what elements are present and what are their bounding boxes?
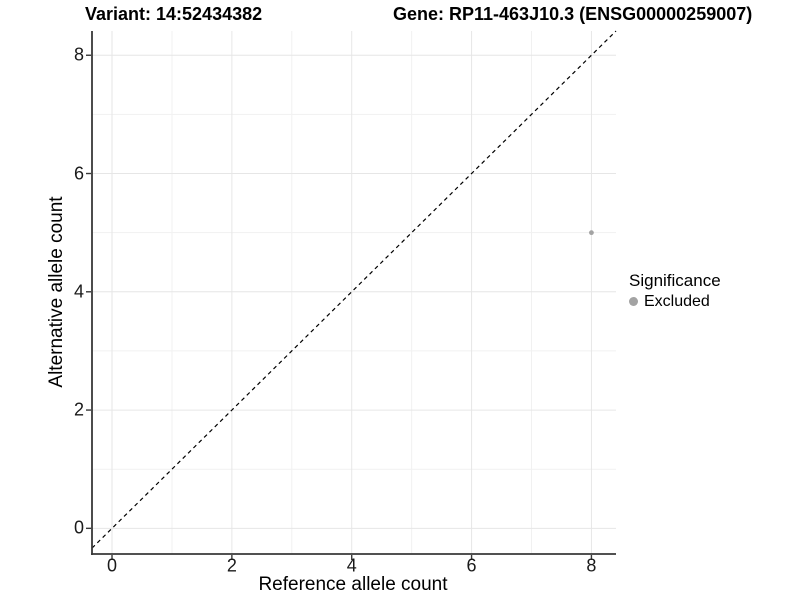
- x-tick-label: 4: [346, 555, 357, 576]
- x-tick-label: 2: [226, 555, 237, 576]
- identity-reference-line: [91, 30, 617, 549]
- y-tick-label: 8: [73, 44, 84, 65]
- y-tick-label: 6: [73, 163, 84, 184]
- legend-title: Significance: [629, 271, 721, 290]
- gene-title: Gene: RP11-463J10.3 (ENSG00000259007): [393, 4, 753, 24]
- legend: Significance Excluded: [629, 271, 721, 312]
- variant-title: Variant: 14:52434382: [85, 4, 263, 24]
- x-tick-label: 8: [586, 555, 597, 576]
- x-tick-label: 6: [466, 555, 477, 576]
- legend-item: Excluded: [629, 291, 721, 312]
- legend-items: Excluded: [629, 291, 721, 312]
- x-tick-label: 0: [106, 555, 118, 576]
- legend-key-dot-icon: [629, 297, 638, 306]
- y-axis-title: Alternative allele count: [46, 196, 67, 388]
- y-tick-label: 4: [73, 281, 84, 302]
- y-tick-label: 2: [73, 399, 84, 420]
- legend-item-label: Excluded: [644, 293, 710, 310]
- x-axis-title: Reference allele count: [258, 574, 448, 595]
- data-point: [589, 230, 594, 236]
- y-tick-label: 0: [73, 517, 84, 538]
